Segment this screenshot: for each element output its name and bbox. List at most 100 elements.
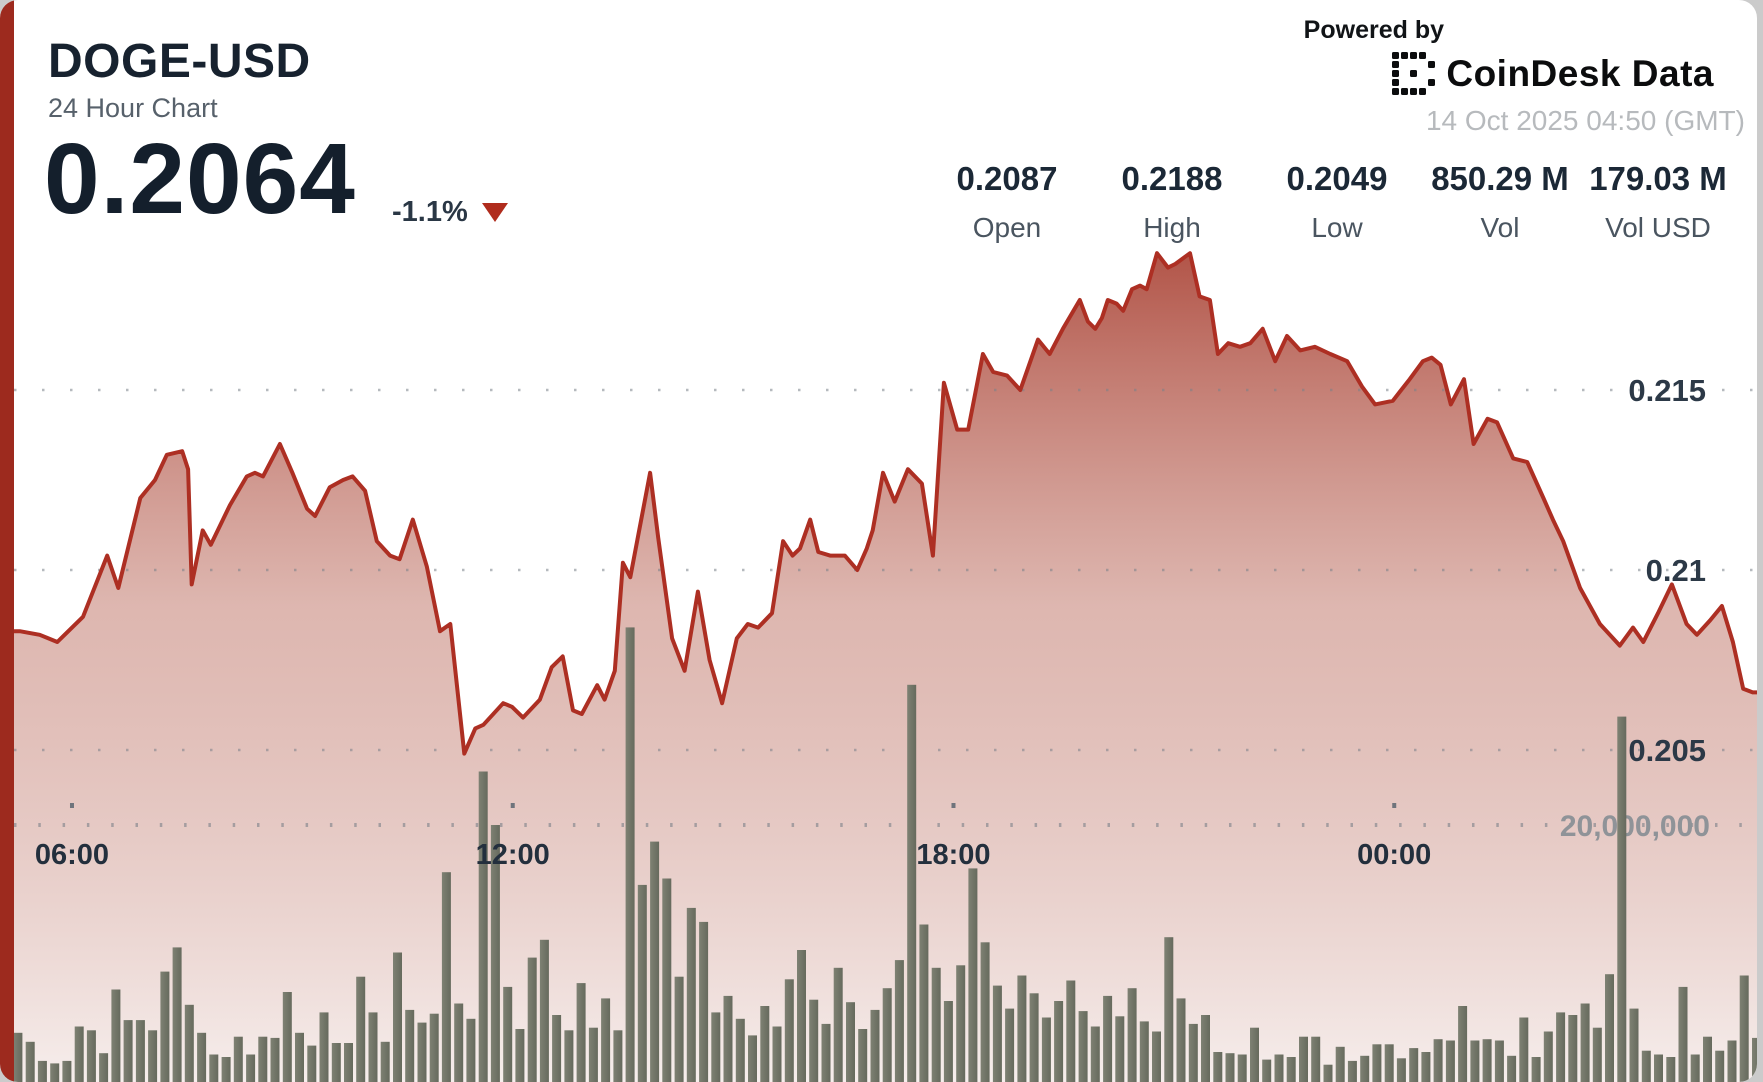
volume-bar	[1397, 1058, 1406, 1082]
volume-bar	[1703, 1037, 1712, 1082]
chart-timestamp: 14 Oct 2025 04:50 (GMT)	[1426, 105, 1745, 137]
volume-bar	[1115, 1016, 1124, 1082]
volume-bar	[846, 1002, 855, 1082]
time-axis-label: 06:00	[35, 839, 109, 871]
volume-bar	[111, 990, 120, 1082]
volume-bar	[1679, 987, 1688, 1082]
volume-bar	[1299, 1037, 1308, 1082]
volume-bar	[479, 772, 488, 1082]
left-accent-bar	[0, 0, 14, 1082]
price-axis-label: 0.215	[1628, 373, 1706, 408]
logo-dot	[1392, 88, 1399, 95]
coindesk-logo: CoinDesk Data	[1392, 52, 1714, 96]
stat-vol-usd: 179.03 M Vol USD	[1558, 160, 1757, 244]
volume-bar	[638, 885, 647, 1082]
coindesk-logo-text: CoinDesk Data	[1446, 53, 1714, 95]
volume-bar	[369, 1012, 378, 1082]
volume-bar	[552, 1015, 561, 1082]
volume-bar	[185, 1005, 194, 1082]
volume-bar	[466, 1019, 475, 1082]
volume-bar	[601, 998, 610, 1082]
volume-bar	[1213, 1052, 1222, 1082]
volume-bar	[711, 1012, 720, 1082]
volume-bar	[858, 1029, 867, 1082]
volume-bar	[540, 940, 549, 1082]
volume-bar	[1091, 1027, 1100, 1082]
volume-bar	[307, 1046, 316, 1082]
volume-axis-label: 20,000,000	[1560, 810, 1710, 843]
volume-bar	[1311, 1037, 1320, 1082]
volume-bar	[883, 988, 892, 1082]
volume-bar	[956, 965, 965, 1082]
logo-dot	[1410, 70, 1417, 77]
volume-bar	[246, 1055, 255, 1082]
volume-bar	[1409, 1048, 1418, 1082]
price-change-percent: -1.1%	[392, 196, 468, 229]
volume-bar	[1483, 1039, 1492, 1082]
volume-bar	[1507, 1056, 1516, 1082]
time-axis-label: 12:00	[476, 839, 550, 871]
stat-vol-usd-label: Vol USD	[1558, 212, 1757, 244]
volume-bar	[724, 996, 733, 1082]
volume-bar	[430, 1014, 439, 1082]
volume-bar	[1593, 1028, 1602, 1082]
volume-bar	[234, 1037, 243, 1082]
volume-bar	[1189, 1024, 1198, 1082]
volume-bar	[1054, 1001, 1063, 1082]
volume-bar	[1715, 1051, 1724, 1082]
volume-bar	[1177, 998, 1186, 1082]
volume-bar	[626, 627, 635, 1082]
volume-bar	[1017, 976, 1026, 1082]
logo-dot	[1428, 61, 1435, 68]
logo-dot	[1401, 52, 1408, 59]
volume-bar	[822, 1024, 831, 1082]
volume-bar	[1042, 1018, 1051, 1082]
volume-bar	[503, 987, 512, 1082]
logo-dot	[1419, 52, 1426, 59]
volume-bar	[662, 879, 671, 1082]
volume-bar	[528, 958, 537, 1082]
volume-bar	[1728, 1041, 1737, 1082]
volume-bar	[393, 953, 402, 1082]
volume-bar	[222, 1057, 231, 1082]
volume-bar	[736, 1019, 745, 1082]
volume-bar	[197, 1033, 206, 1082]
volume-bar	[1617, 717, 1626, 1082]
volume-bar	[1740, 976, 1749, 1082]
volume-bar	[1005, 1009, 1014, 1082]
coindesk-logo-icon	[1392, 52, 1436, 96]
volume-bar	[1495, 1041, 1504, 1082]
volume-bar	[1642, 1051, 1651, 1082]
time-axis-label: 18:00	[916, 839, 990, 871]
volume-bar	[1556, 1012, 1565, 1082]
logo-dot	[1392, 52, 1399, 59]
volume-bar	[1691, 1055, 1700, 1082]
volume-bar	[871, 1010, 880, 1082]
volume-bar	[650, 842, 659, 1082]
volume-bar	[919, 925, 928, 1082]
time-tick	[70, 803, 74, 808]
volume-bar	[1324, 1065, 1333, 1082]
stat-vol-usd-value: 179.03 M	[1558, 160, 1757, 198]
volume-bar	[271, 1038, 280, 1082]
volume-bar	[454, 1004, 463, 1082]
volume-bar	[13, 1033, 22, 1082]
volume-bar	[1532, 1057, 1541, 1082]
logo-dot	[1392, 61, 1399, 68]
logo-dot	[1419, 88, 1426, 95]
volume-bar	[515, 1029, 524, 1082]
powered-by-label: Powered by	[1304, 16, 1444, 45]
volume-bar	[136, 1020, 145, 1082]
volume-bar	[773, 1027, 782, 1082]
volume-bar	[809, 1000, 818, 1082]
volume-bar	[968, 868, 977, 1082]
volume-bar	[173, 947, 182, 1082]
volume-bar	[295, 1033, 304, 1082]
logo-dot	[1428, 79, 1435, 86]
logo-dot	[1410, 52, 1417, 59]
volume-bar	[1519, 1018, 1528, 1082]
current-price: 0.2064	[44, 122, 356, 237]
price-change: -1.1%	[392, 196, 508, 229]
logo-dot	[1392, 70, 1399, 77]
